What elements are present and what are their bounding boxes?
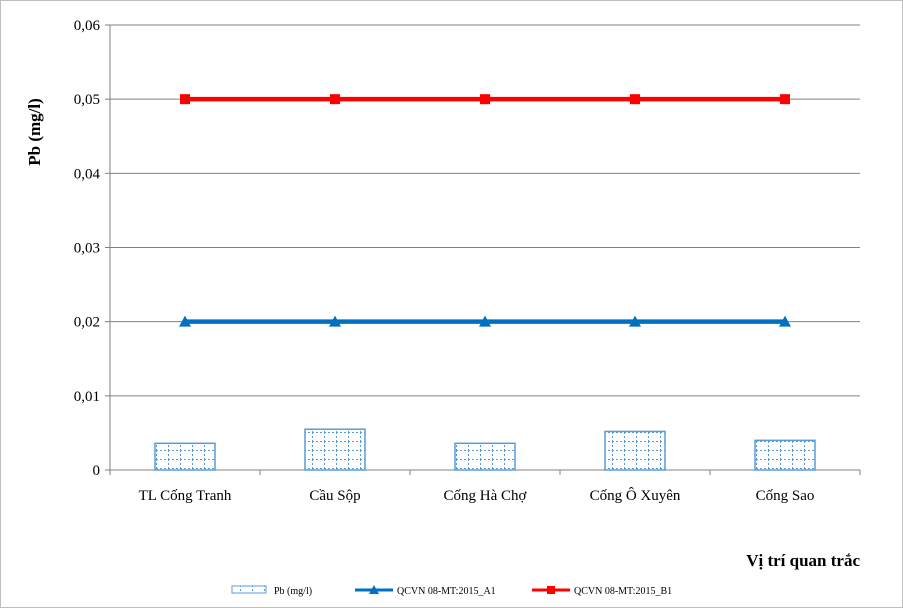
bar (754, 439, 816, 471)
bar (454, 442, 516, 471)
x-tick-label: Cống Ô Xuyên (590, 487, 681, 504)
y-tick-label: 0,01 (74, 389, 100, 405)
bar (154, 442, 216, 471)
legend: Pb (mg/l) QCVN 08-MT:2015_A1 QCVN 08-MT:20… (231, 585, 672, 597)
legend-marker (369, 585, 379, 594)
x-tick-label: Cống Sao (756, 488, 815, 504)
y-tick-label: 0,02 (74, 315, 100, 331)
gridlines (110, 24, 860, 397)
legend-swatch (231, 585, 267, 594)
legend-label: QCVN 08-MT:2015_A1 (397, 586, 496, 597)
data-point (779, 315, 791, 327)
y-tick-label: 0 (93, 463, 101, 479)
y-tick-label: 0,03 (74, 241, 100, 257)
y-axis-title: Pb (mg/l) (25, 98, 44, 166)
bar-series (154, 428, 816, 471)
data-point (479, 315, 491, 327)
x-tick-label: Cống Hà Chợ (444, 488, 528, 504)
x-axis-title: Vị trí quan trắc (746, 551, 860, 570)
x-tick-label: Cầu Sộp (309, 488, 360, 504)
data-point (780, 94, 790, 105)
legend-label: QCVN 08-MT:2015_B1 (574, 586, 672, 597)
data-point (330, 94, 340, 105)
data-point (329, 315, 341, 327)
bar (304, 428, 366, 471)
legend-marker (547, 586, 555, 594)
y-tick-label: 0,06 (74, 18, 101, 34)
data-point (629, 315, 641, 327)
data-point (480, 94, 490, 105)
x-tick-labels: TL Cống Tranh Cầu Sộp Cống Hà Chợ Cống Ô Xu… (139, 487, 815, 504)
data-point (179, 315, 191, 327)
axes (105, 24, 861, 475)
line-series (179, 94, 791, 327)
bar (604, 430, 666, 471)
data-point (630, 94, 640, 105)
legend-label: Pb (mg/l) (274, 586, 312, 597)
x-tick-label: TL Cống Tranh (139, 488, 232, 504)
y-tick-label: 0,05 (74, 92, 100, 108)
data-point (180, 94, 190, 105)
y-tick-label: 0,04 (74, 166, 101, 182)
y-tick-labels: 0 0,01 0,02 0,03 0,04 0,05 0,06 (74, 18, 101, 479)
